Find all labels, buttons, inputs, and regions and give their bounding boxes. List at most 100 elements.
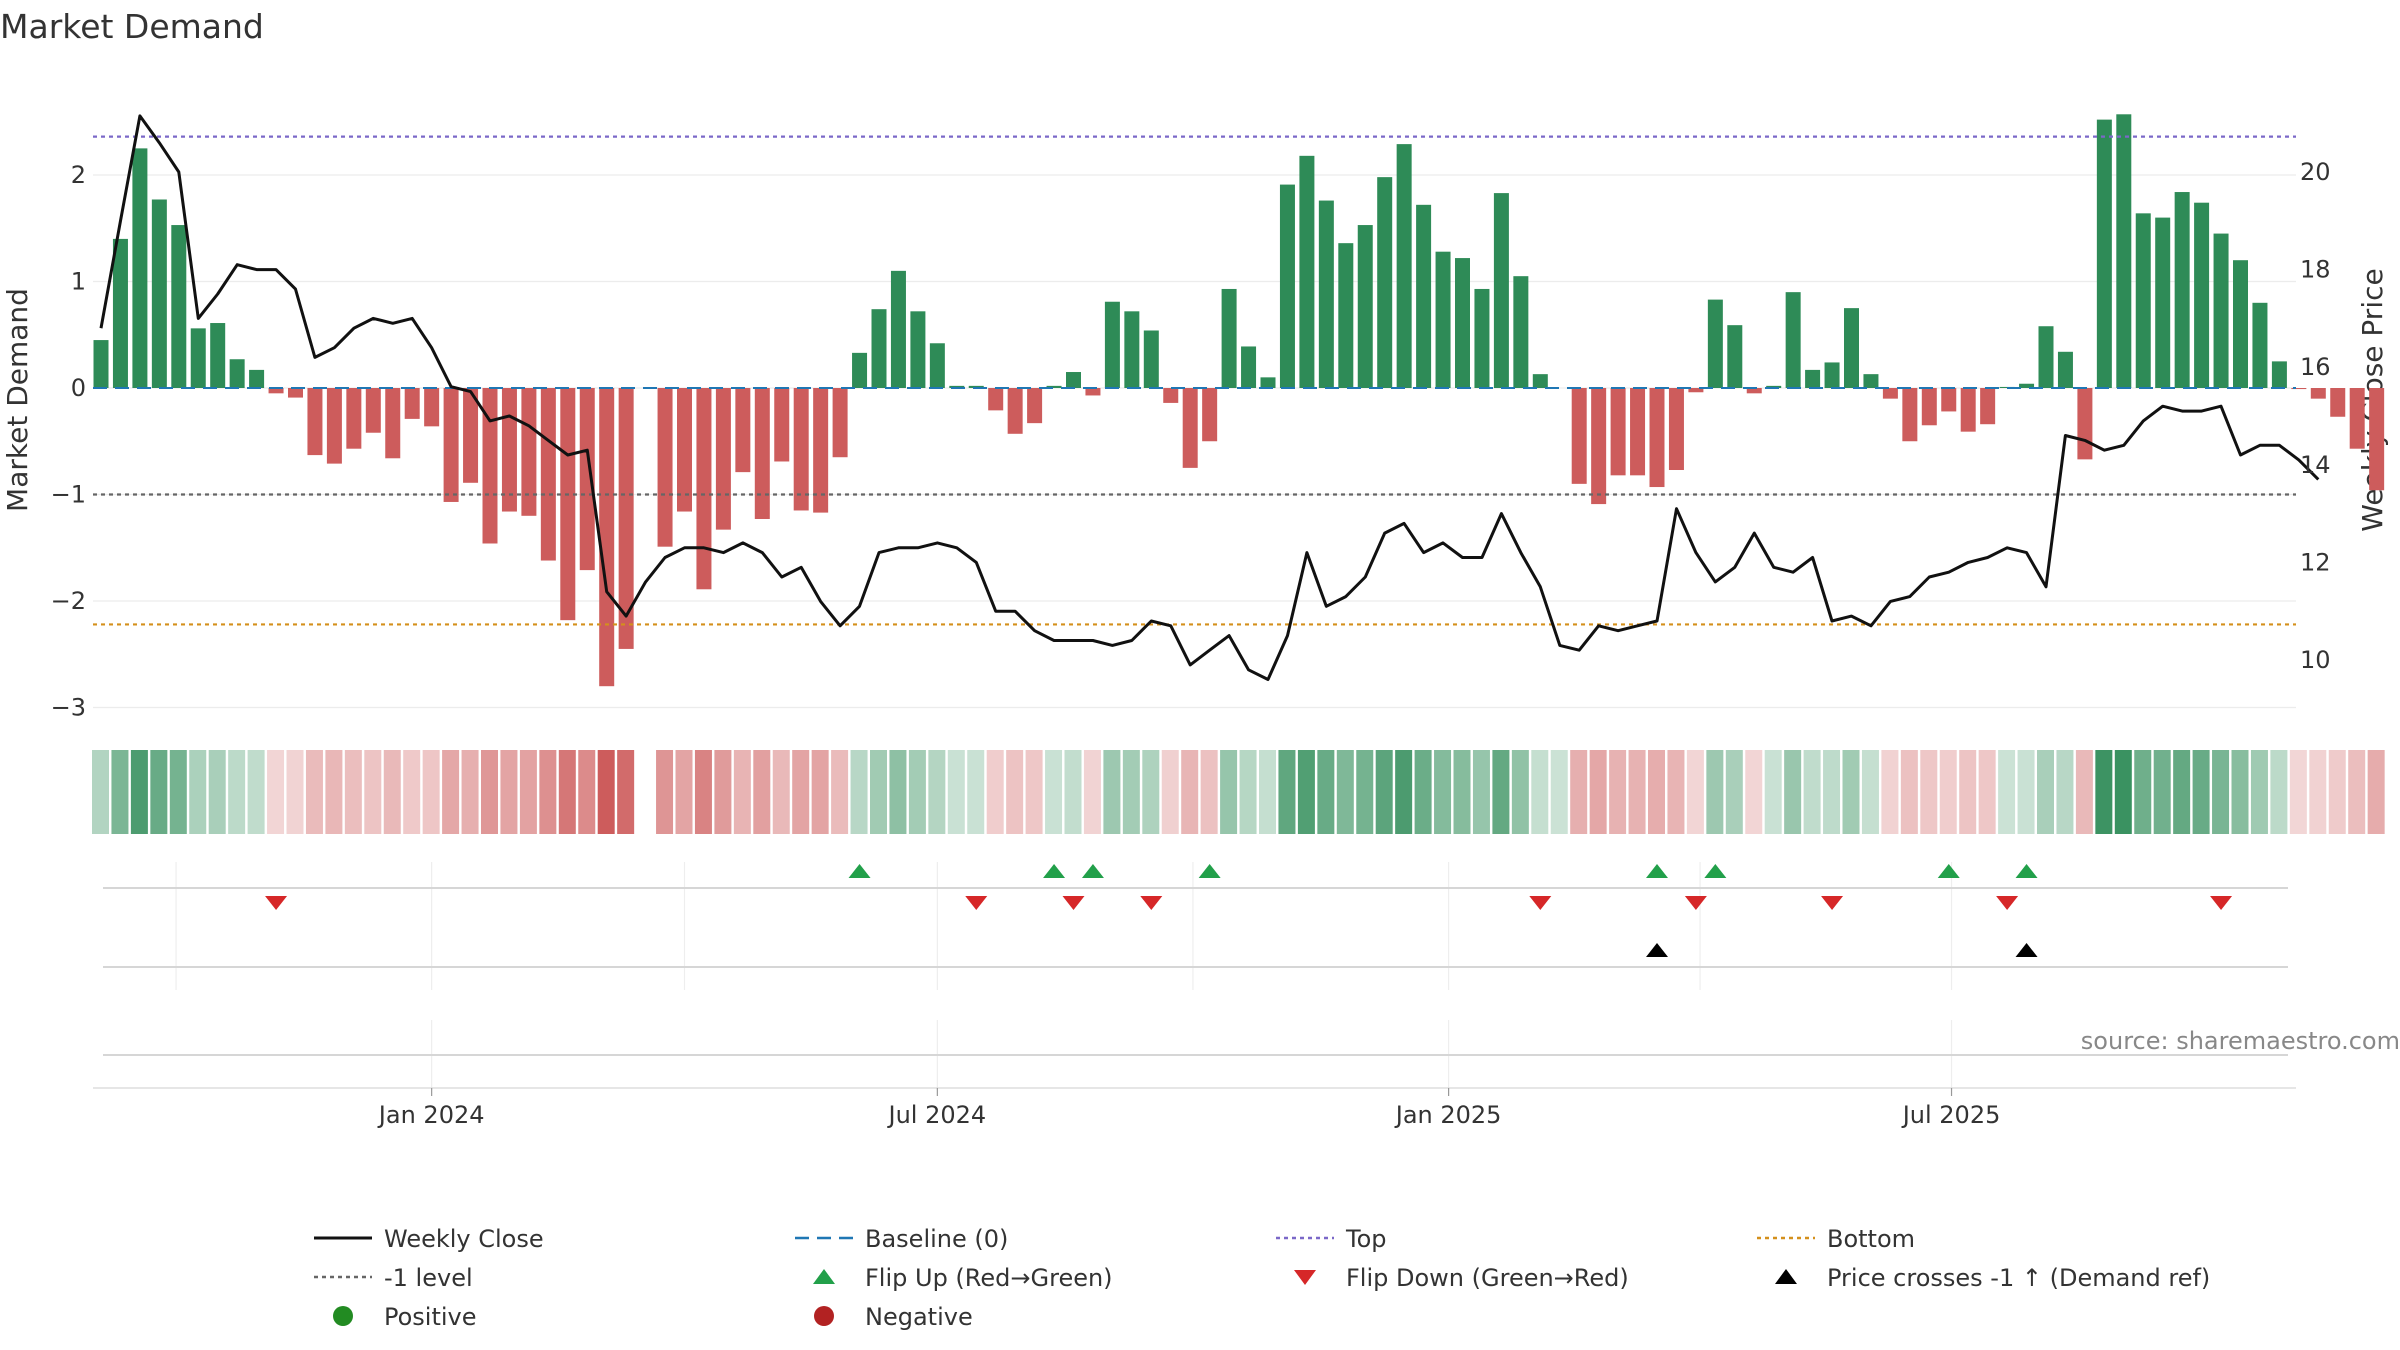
demand-bar (560, 388, 576, 621)
legend-item-flip-up: Flip Up (Red→Green) (813, 1264, 1113, 1292)
reference-lines (93, 135, 2296, 626)
price-cross-marker (2015, 943, 2038, 957)
band-cell (1453, 750, 1471, 834)
legend-label: Negative (865, 1303, 973, 1331)
band-cell (2173, 750, 2191, 834)
band-cell (2134, 750, 2152, 834)
band-cell (1278, 750, 1296, 834)
demand-bar (1396, 144, 1412, 388)
demand-bar (2077, 388, 2093, 460)
demand-bar (793, 388, 809, 511)
legend-label: Flip Up (Red→Green) (865, 1264, 1113, 1292)
band-cell (2270, 750, 2288, 834)
demand-bar (501, 388, 517, 512)
band-cell (1764, 750, 1782, 834)
legend-item-flip-down: Flip Down (Green→Red) (1294, 1264, 1629, 1292)
demand-bar (1610, 388, 1626, 476)
y-tick-label: −3 (51, 694, 86, 722)
band-cell (1006, 750, 1024, 834)
demand-bar (307, 388, 323, 456)
band-cell (1803, 750, 1821, 834)
band-cell (1064, 750, 1082, 834)
demand-bar (754, 388, 770, 519)
demand-bar (2233, 260, 2248, 388)
band-cell (597, 750, 615, 834)
demand-bar (1085, 388, 1101, 396)
demand-bar (540, 388, 556, 561)
demand-bar (2155, 217, 2171, 388)
band-cell (1550, 750, 1568, 834)
demand-bar (2057, 351, 2073, 388)
demand-bar (482, 388, 498, 544)
demand-bar (249, 369, 265, 388)
demand-bar (2116, 114, 2132, 389)
flip-down-marker (1996, 896, 2019, 910)
band-cell (2153, 750, 2171, 834)
demand-bar (404, 388, 420, 419)
demand-bar (735, 388, 751, 473)
band-cell (2231, 750, 2249, 834)
band-cell (481, 750, 498, 834)
band-cell (1181, 750, 1199, 834)
demand-bar (521, 388, 537, 516)
demand-bar (1221, 288, 1237, 388)
demand-bar (871, 309, 887, 388)
demand-bar (968, 385, 984, 388)
price-cross-marker (1646, 943, 1668, 957)
demand-bars (93, 114, 2385, 687)
demand-bar (1980, 388, 1996, 425)
legend-label: Weekly Close (384, 1225, 544, 1253)
band-cell (986, 750, 1004, 834)
legend-item-top: Top (1276, 1225, 1387, 1253)
band-cell (694, 750, 712, 834)
demand-bar (1241, 346, 1257, 388)
band-cell (870, 750, 887, 834)
flip-down-marker (2210, 896, 2233, 910)
demand-bar (1046, 385, 1062, 388)
band-cell (1531, 750, 1549, 834)
band-cell (344, 750, 362, 834)
legend-item-bottom: Bottom (1757, 1225, 1915, 1253)
band-cell (1356, 750, 1374, 834)
flip-down-marker (1684, 896, 1707, 910)
demand-bar (132, 148, 148, 388)
demand-bar (2038, 326, 2054, 388)
band-cell (461, 750, 479, 834)
flip-up-marker (1081, 864, 1104, 878)
demand-bar (890, 270, 906, 388)
demand-bar (1707, 299, 1723, 388)
band-cell (442, 750, 460, 834)
band-cell (1570, 750, 1588, 834)
legend-swatch (814, 1306, 834, 1326)
demand-bar (424, 388, 440, 427)
band-cell (111, 750, 129, 834)
legend-swatch (1775, 1269, 1797, 1284)
demand-bar (1338, 243, 1354, 388)
legend-label: -1 level (384, 1264, 473, 1292)
band-cell (1200, 750, 1218, 834)
band-cell (714, 750, 732, 834)
demand-bar (1805, 369, 1821, 388)
demand-bar (1279, 184, 1295, 388)
demand-bar (1649, 388, 1665, 488)
demand-bar (2310, 388, 2326, 399)
demand-bar (1668, 388, 1684, 471)
band-cell (1881, 750, 1899, 834)
band-cell (850, 750, 868, 834)
band-cell (2367, 750, 2385, 834)
band-cell (675, 750, 693, 834)
event-markers (93, 862, 2296, 1090)
y-tick-label: 0 (71, 374, 86, 402)
demand-bar (2174, 192, 2190, 388)
demand-bar (1688, 388, 1704, 393)
y2-tick-label: 12 (2300, 548, 2331, 576)
band-cell (558, 750, 576, 834)
band-cell (2328, 750, 2346, 834)
band-cell (2017, 750, 2035, 834)
band-cell (286, 750, 304, 834)
band-cell (2348, 750, 2366, 834)
demand-bar (1882, 388, 1898, 399)
flip-up-marker (1198, 864, 1221, 878)
band-cell (1122, 750, 1140, 834)
demand-bar (1863, 374, 1879, 388)
